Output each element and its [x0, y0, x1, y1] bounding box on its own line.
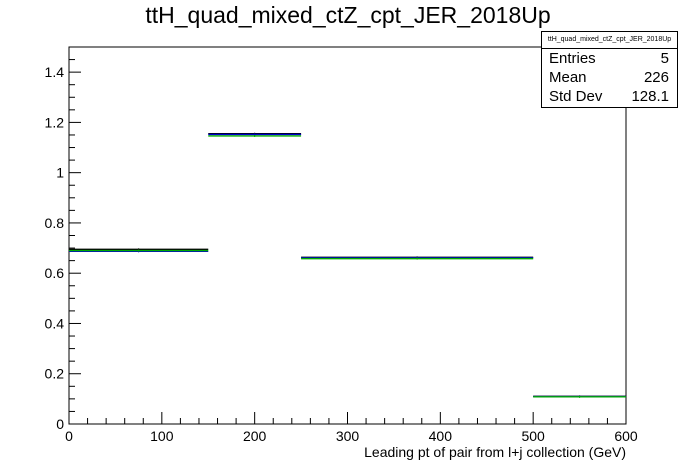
x-tick-label: 500 [521, 428, 545, 444]
x-tick-label: 200 [243, 428, 267, 444]
x-axis-label: Leading pt of pair from l+j collection (… [364, 444, 626, 460]
y-tick-label: 1 [56, 165, 64, 181]
stats-box-title: ttH_quad_mixed_ctZ_cpt_JER_2018Up [542, 32, 677, 49]
x-axis: 0 100 200 300 400 500 600 [65, 412, 638, 444]
x-tick-label: 600 [614, 428, 638, 444]
y-axis: 0 0.2 0.4 0.6 0.8 1 1.2 1.4 [45, 46, 81, 432]
y-tick-label: 1.2 [45, 114, 65, 130]
x-tick-label: 400 [429, 428, 453, 444]
stats-value: 5 [660, 50, 669, 67]
stats-row-mean: Mean 226 [542, 68, 677, 87]
stats-label: Std Dev [549, 88, 603, 105]
stats-label: Mean [549, 69, 587, 86]
chart-title: ttH_quad_mixed_ctZ_cpt_JER_2018Up [145, 2, 551, 28]
stats-box: ttH_quad_mixed_ctZ_cpt_JER_2018Up Entrie… [541, 31, 678, 108]
y-tick-label: 0.2 [45, 366, 65, 382]
y-tick-label: 1.4 [45, 64, 65, 80]
y-tick-label: 0.6 [45, 265, 65, 281]
stats-row-stddev: Std Dev 128.1 [542, 87, 677, 106]
x-tick-label: 100 [150, 428, 174, 444]
y-tick-label: 0 [56, 416, 64, 432]
stats-value: 128.1 [631, 88, 669, 105]
histogram-series [69, 132, 626, 398]
y-tick-label: 0.4 [45, 315, 65, 331]
stats-value: 226 [643, 69, 669, 86]
stats-label: Entries [549, 50, 596, 67]
y-tick-label: 0.8 [45, 215, 65, 231]
stats-row-entries: Entries 5 [542, 49, 677, 68]
x-tick-label: 0 [65, 428, 73, 444]
x-tick-label: 300 [336, 428, 360, 444]
